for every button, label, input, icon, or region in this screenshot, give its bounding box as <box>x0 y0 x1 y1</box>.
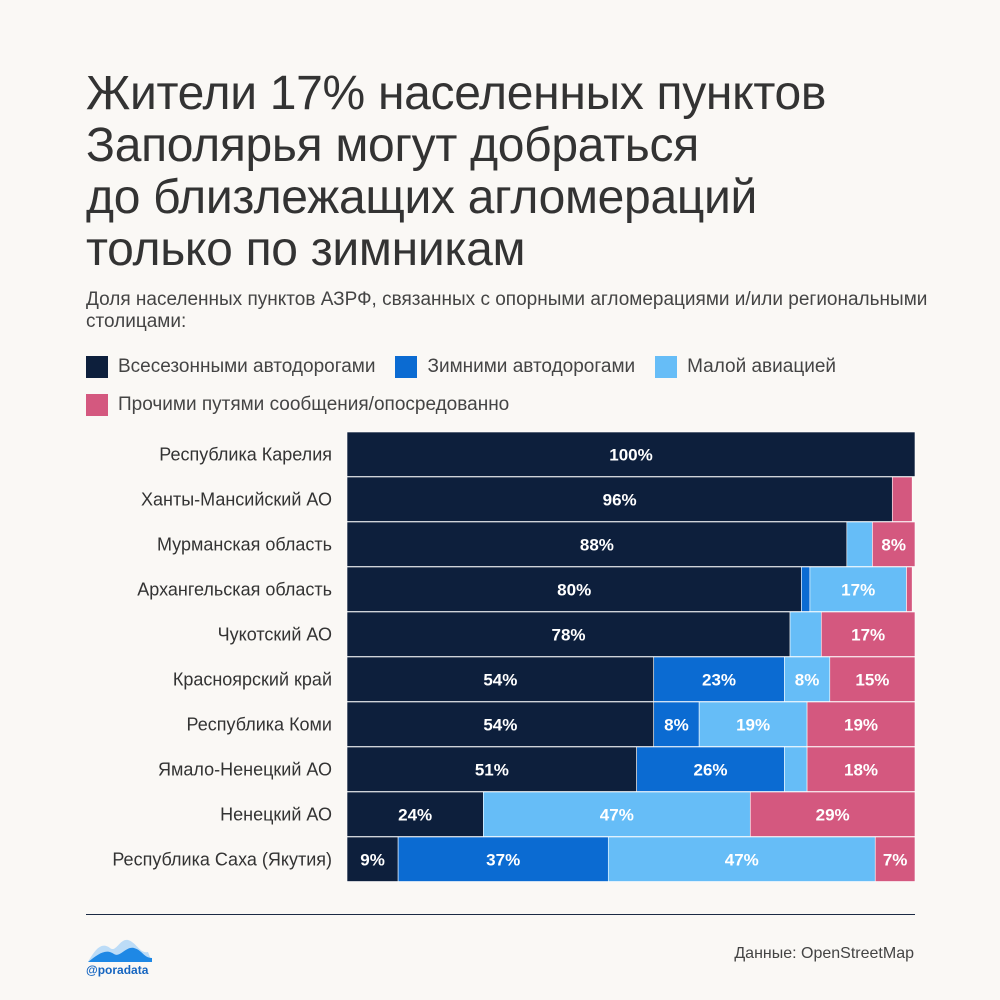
category-label: Ямало-Ненецкий АО <box>158 759 332 779</box>
category-label: Архангельская область <box>137 579 332 599</box>
data-label: 17% <box>851 625 885 644</box>
data-label: 80% <box>557 580 591 599</box>
logo-label: @poradata <box>86 963 148 977</box>
source-note: Данные: OpenStreetMap <box>734 945 914 963</box>
bar-segment <box>906 567 912 612</box>
bar-segment <box>801 567 810 612</box>
data-label: 8% <box>664 715 689 734</box>
bar-segment <box>784 747 807 792</box>
category-label: Республика Карелия <box>159 444 332 464</box>
data-label: 7% <box>883 850 908 869</box>
category-label: Республика Саха (Якутия) <box>112 849 332 869</box>
data-label: 47% <box>725 850 759 869</box>
data-label: 54% <box>483 715 517 734</box>
data-label: 8% <box>795 670 820 689</box>
data-label: 8% <box>881 535 906 554</box>
data-label: 18% <box>844 760 878 779</box>
poradata-logo-icon <box>86 934 156 964</box>
category-label: Чукотский АО <box>218 624 332 644</box>
data-label: 17% <box>841 580 875 599</box>
category-label: Ненецкий АО <box>220 804 332 824</box>
data-label: 78% <box>552 625 586 644</box>
data-label: 37% <box>486 850 520 869</box>
data-label: 15% <box>855 670 889 689</box>
data-label: 29% <box>816 805 850 824</box>
data-label: 47% <box>600 805 634 824</box>
data-label: 23% <box>702 670 736 689</box>
bar-segment <box>790 612 821 657</box>
data-label: 96% <box>603 490 637 509</box>
data-label: 24% <box>398 805 432 824</box>
footer-divider <box>86 914 915 915</box>
data-label: 54% <box>483 670 517 689</box>
category-label: Республика Коми <box>187 714 332 734</box>
bar-segment <box>847 522 873 567</box>
data-label: 19% <box>736 715 770 734</box>
data-label: 9% <box>360 850 385 869</box>
category-label: Мурманская область <box>157 534 332 554</box>
data-label: 100% <box>609 445 652 464</box>
data-label: 88% <box>580 535 614 554</box>
category-label: Ханты-Мансийский АО <box>141 489 332 509</box>
data-label: 51% <box>475 760 509 779</box>
data-label: 26% <box>694 760 728 779</box>
category-label: Красноярский край <box>173 669 332 689</box>
bar-segment <box>892 477 912 522</box>
data-label: 19% <box>844 715 878 734</box>
